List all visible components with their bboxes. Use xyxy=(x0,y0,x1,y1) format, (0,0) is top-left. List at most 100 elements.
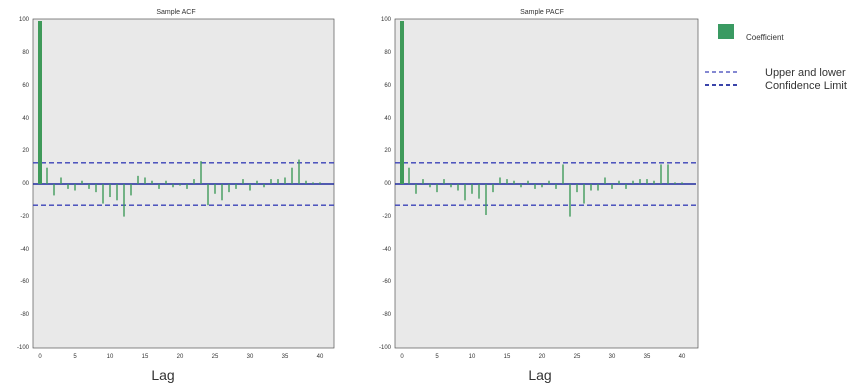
pacf-xtick-label: 5 xyxy=(435,354,439,360)
acf-bar xyxy=(130,184,132,196)
pacf-x-ticks: 0 5 10 15 20 25 30 35 40 xyxy=(400,354,686,360)
acf-bar xyxy=(38,21,42,184)
pacf-xtick-label: 10 xyxy=(469,354,476,360)
pacf-ytick-label: 60 xyxy=(384,83,391,89)
acf-xtick-label: 40 xyxy=(317,354,324,360)
pacf-ytick-label: -20 xyxy=(382,214,391,220)
pacf-bar xyxy=(667,164,669,184)
pacf-bar xyxy=(569,184,571,217)
pacf-bar xyxy=(646,179,648,184)
pacf-bar xyxy=(520,184,522,188)
pacf-xtick-label: 30 xyxy=(609,354,616,360)
legend-confidence-label: Confidence Limit xyxy=(765,80,847,92)
pacf-bar xyxy=(527,180,529,184)
pacf-panel: Sample PACF 100 80 60 40 20 00 -20 -40 -… xyxy=(379,9,699,383)
acf-xtick-label: 10 xyxy=(107,354,114,360)
legend-coefficient-label: Coefficient xyxy=(746,33,784,42)
acf-xtick-label: 35 xyxy=(282,354,289,360)
acf-bar xyxy=(151,180,153,184)
pacf-xtick-label: 20 xyxy=(539,354,546,360)
acf-xtick-label: 0 xyxy=(38,354,42,360)
acf-bar xyxy=(137,175,139,184)
acf-bar xyxy=(263,184,265,188)
pacf-ytick-label: 80 xyxy=(384,50,391,56)
acf-xtick-label: 15 xyxy=(142,354,149,360)
acf-bar xyxy=(235,184,237,189)
acf-y-ticks: 100 80 60 40 20 00 -20 -40 -60 -80 -100 xyxy=(17,17,30,351)
pacf-bar xyxy=(590,184,592,191)
acf-bar xyxy=(53,184,55,196)
pacf-bar xyxy=(450,184,452,188)
pacf-bar-group xyxy=(395,21,696,217)
pacf-bar xyxy=(422,179,424,184)
acf-bar xyxy=(102,184,104,204)
pacf-bar xyxy=(555,184,557,189)
pacf-bar xyxy=(408,167,410,184)
pacf-bar xyxy=(604,177,606,184)
acf-panel: Sample ACF 100 80 60 40 20 00 -20 -40 -6… xyxy=(17,9,335,383)
pacf-bar xyxy=(506,179,508,184)
pacf-ytick-label: -60 xyxy=(382,279,391,285)
acf-bar xyxy=(46,167,48,184)
acf-x-axis-label: Lag xyxy=(151,367,174,383)
acf-bar xyxy=(305,180,307,184)
pacf-ytick-label: 00 xyxy=(384,181,391,187)
acf-bar-group xyxy=(33,21,334,217)
acf-bar xyxy=(214,184,216,194)
acf-ytick-label: -60 xyxy=(20,279,29,285)
pacf-bar xyxy=(457,184,459,191)
pacf-bar xyxy=(625,184,627,189)
acf-ytick-label: 20 xyxy=(22,148,29,154)
acf-bar xyxy=(116,184,118,201)
pacf-bar xyxy=(471,184,473,194)
acf-bar xyxy=(109,184,111,198)
pacf-bar xyxy=(597,184,599,191)
acf-bar xyxy=(60,177,62,184)
pacf-xtick-label: 40 xyxy=(679,354,686,360)
pacf-xtick-label: 15 xyxy=(504,354,511,360)
pacf-bar xyxy=(541,184,543,188)
pacf-bar xyxy=(464,184,466,201)
acf-ytick-label: -20 xyxy=(20,214,29,220)
acf-bar xyxy=(186,184,188,189)
pacf-bar xyxy=(429,184,431,188)
pacf-y-ticks: 100 80 60 40 20 00 -20 -40 -60 -80 -100 xyxy=(379,17,392,351)
acf-bar xyxy=(200,161,202,184)
acf-ytick-label: 40 xyxy=(22,116,29,122)
pacf-bar xyxy=(576,184,578,193)
pacf-bar xyxy=(639,179,641,184)
acf-bar xyxy=(165,180,167,184)
pacf-x-axis-label: Lag xyxy=(528,367,551,383)
acf-bar xyxy=(172,184,174,188)
pacf-bar xyxy=(611,184,613,189)
pacf-title: Sample PACF xyxy=(520,9,564,16)
acf-xtick-label: 30 xyxy=(247,354,254,360)
pacf-bar xyxy=(562,164,564,184)
acf-x-ticks: 0 5 10 15 20 25 30 35 40 xyxy=(38,354,324,360)
acf-bar xyxy=(193,179,195,184)
pacf-bar xyxy=(681,182,683,184)
legend-coefficient-swatch xyxy=(718,24,734,39)
pacf-bar xyxy=(478,184,480,199)
pacf-bar xyxy=(632,180,634,184)
acf-bar xyxy=(277,179,279,184)
acf-bar xyxy=(221,184,223,201)
acf-bar xyxy=(228,184,230,193)
acf-bar xyxy=(284,177,286,184)
acf-bar xyxy=(207,184,209,206)
acf-bar xyxy=(291,167,293,184)
pacf-bar xyxy=(499,177,501,184)
acf-ytick-label: -80 xyxy=(20,312,29,318)
acf-xtick-label: 5 xyxy=(73,354,77,360)
acf-bar xyxy=(312,182,314,184)
acf-bar xyxy=(256,180,258,184)
acf-ytick-label: 100 xyxy=(19,17,30,23)
acf-bar xyxy=(179,184,181,186)
acf-bar xyxy=(81,180,83,184)
acf-bar xyxy=(298,159,300,184)
pacf-bar xyxy=(415,184,417,194)
pacf-bar xyxy=(436,184,438,193)
pacf-bar xyxy=(583,184,585,204)
acf-ytick-label: -40 xyxy=(20,247,29,253)
